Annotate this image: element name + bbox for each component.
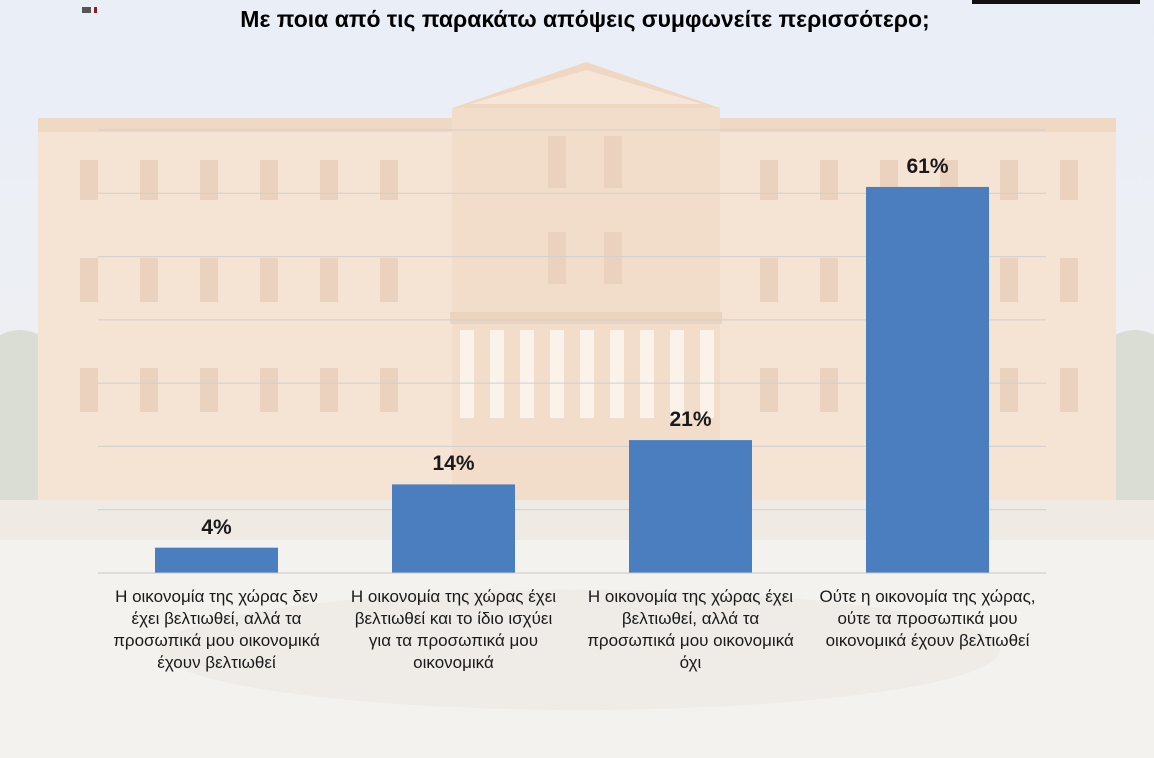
data-label-2: 14% [432,452,475,476]
data-label-1: 4% [201,515,232,539]
bar-3 [629,440,752,573]
data-label-4: 61% [906,154,949,178]
logo-icon [82,0,100,13]
bar-1 [155,547,278,573]
bar-4 [866,186,989,573]
category-label-1: Η οικονομία της χώρας δεν έχει βελτιωθεί… [113,587,320,672]
chart-title: Με ποια από τις παρακάτω απόψεις συμφωνε… [240,6,930,32]
data-label-3: 21% [669,408,712,432]
category-label-3: Η οικονομία της χώρας έχει βελτιωθεί, αλ… [587,587,794,672]
top-bar-decoration [972,0,1140,4]
bar-2 [392,484,515,573]
category-label-2: Η οικονομία της χώρας έχει βελτιωθεί και… [350,587,557,672]
category-label-4: Ούτε η οικονομία της χώρας, ούτε τα προσ… [819,587,1036,650]
bars [155,186,989,573]
